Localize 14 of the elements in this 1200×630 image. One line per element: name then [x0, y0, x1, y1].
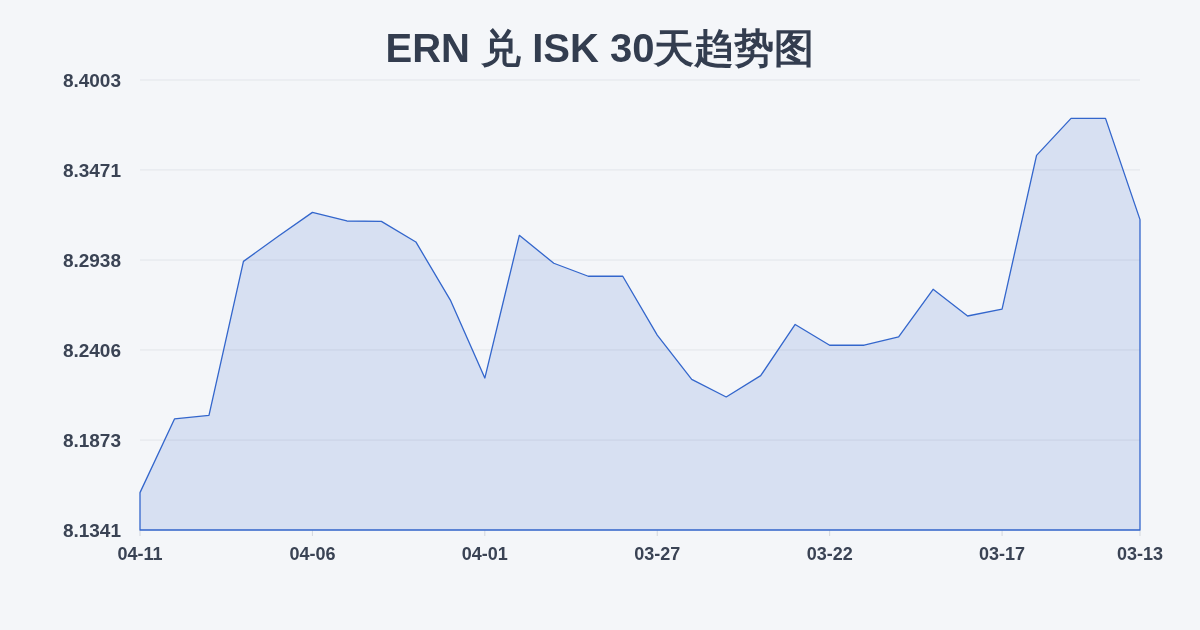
y-tick-label: 8.1341: [62, 520, 122, 541]
x-tick-label: 03-17: [979, 544, 1026, 564]
x-tick-label: 04-11: [117, 544, 163, 564]
x-tick-label: 03-27: [634, 544, 681, 564]
x-tick-label: 03-22: [806, 544, 853, 564]
y-tick-label: 8.2938: [62, 250, 121, 272]
x-tick-label: 03-13: [1116, 544, 1164, 564]
y-tick-label: 8.4003: [62, 70, 121, 91]
y-tick-label: 8.2406: [62, 339, 121, 361]
y-tick-label: 8.3471: [62, 159, 122, 181]
y-tick-label: 8.1873: [62, 430, 121, 452]
x-tick-label: 04-06: [289, 544, 336, 564]
x-tick-label: 04-01: [461, 544, 508, 564]
chart-title: ERN 兑 ISK 30天趋势图: [385, 26, 815, 70]
